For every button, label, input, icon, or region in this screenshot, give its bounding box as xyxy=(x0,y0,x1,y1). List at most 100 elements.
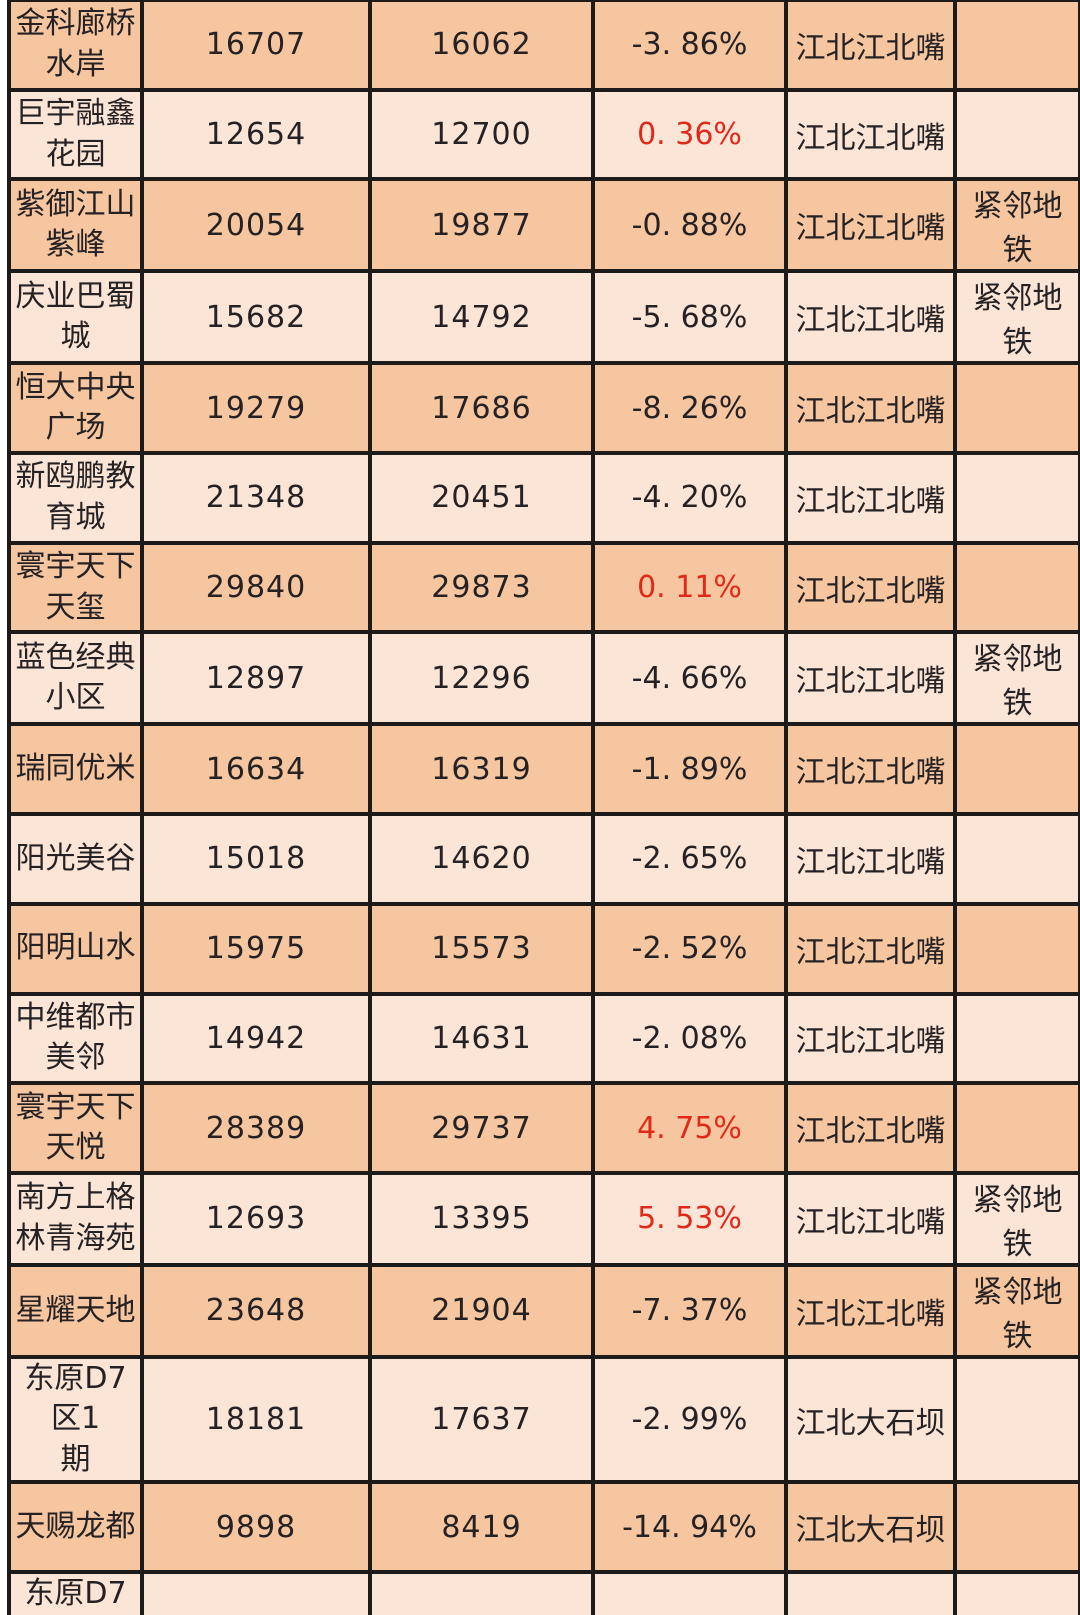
table-row: 新鸥鹏教 育城 21348 20451 -4. 20% 江北江北嘴 xyxy=(7,451,1080,545)
change-percent-cell: -2. 99% xyxy=(591,1354,788,1485)
listing-price-curr-cell: 15573 xyxy=(368,901,595,996)
listing-price-prev-cell: 20054 xyxy=(140,177,372,274)
change-percent-cell: -2. 08% xyxy=(591,991,788,1086)
listing-price-curr-cell: 19877 xyxy=(368,177,595,274)
change-percent-cell: -4. 20% xyxy=(591,451,788,545)
metro-note-cell xyxy=(953,991,1080,1086)
table-row: 星耀天地 23648 21904 -7. 37% 江北江北嘴 紧邻地铁 xyxy=(7,1262,1080,1359)
metro-note-cell: 紧邻地铁 xyxy=(953,177,1080,274)
change-percent-cell: -3. 86% xyxy=(591,0,788,92)
listing-price-curr-cell: 16319 xyxy=(368,722,595,817)
community-name-cell: 新鸥鹏教 育城 xyxy=(7,451,144,545)
metro-note-cell xyxy=(953,901,1080,996)
listing-price-curr-cell: 14620 xyxy=(368,812,595,906)
change-percent-cell: -2. 65% xyxy=(591,812,788,906)
listing-price-curr-cell: 16062 xyxy=(368,0,595,92)
listing-price-prev-cell: 21348 xyxy=(140,451,372,545)
listing-price-curr-cell: 8419 xyxy=(368,1480,595,1575)
district-cell: 江北江北嘴 xyxy=(784,1081,957,1175)
metro-note-cell xyxy=(953,1570,1080,1615)
district-cell: 江北江北嘴 xyxy=(784,901,957,996)
listing-price-curr-cell: 20451 xyxy=(368,451,595,545)
community-name-cell: 中维都市 美邻 xyxy=(7,991,144,1086)
price-table-body: 金科廊桥 水岸 16707 16062 -3. 86% 江北江北嘴 巨宇融鑫 花园 1265… xyxy=(7,0,1080,1615)
listing-price-curr-cell: 13395 xyxy=(368,1170,595,1267)
community-name-cell: 东原D7区4 期 xyxy=(7,1570,144,1615)
community-name-cell: 星耀天地 xyxy=(7,1262,144,1359)
metro-note-cell xyxy=(953,361,1080,456)
table-row: 巨宇融鑫 花园 12654 12700 0. 36% 江北江北嘴 xyxy=(7,87,1080,182)
metro-note-cell xyxy=(953,1480,1080,1575)
change-percent-cell: 0. 36% xyxy=(591,87,788,182)
community-name-cell: 恒大中央 广场 xyxy=(7,361,144,456)
metro-note-cell xyxy=(953,812,1080,906)
metro-note-cell xyxy=(953,1354,1080,1485)
metro-note-cell: 紧邻地铁 xyxy=(953,269,1080,366)
table-row: 阳光美谷 15018 14620 -2. 65% 江北江北嘴 xyxy=(7,812,1080,906)
table-row: 天赐龙都 9898 8419 -14. 94% 江北大石坝 xyxy=(7,1480,1080,1575)
listing-price-prev-cell: 16634 xyxy=(140,722,372,817)
change-percent-cell: -8. 26% xyxy=(591,361,788,456)
listing-price-prev-cell: 23648 xyxy=(140,1262,372,1359)
district-cell: 江北江北嘴 xyxy=(784,451,957,545)
change-percent-cell: -5. 68% xyxy=(591,269,788,366)
metro-note-cell: 紧邻地铁 xyxy=(953,1170,1080,1267)
district-cell: 江北江北嘴 xyxy=(784,87,957,182)
listing-price-curr-cell: 17686 xyxy=(368,361,595,456)
district-cell: 江北江北嘴 xyxy=(784,361,957,456)
listing-price-prev-cell: 28389 xyxy=(140,1081,372,1175)
community-name-cell: 阳明山水 xyxy=(7,901,144,996)
district-cell: 江北江北嘴 xyxy=(784,722,957,817)
listing-price-prev-cell: 9898 xyxy=(140,1480,372,1575)
district-cell: 江北江北嘴 xyxy=(784,177,957,274)
district-cell: 江北大石坝 xyxy=(784,1354,957,1485)
listing-price-prev-cell: 17613 xyxy=(140,1570,372,1615)
metro-note-cell xyxy=(953,1081,1080,1175)
metro-note-cell: 紧邻地铁 xyxy=(953,630,1080,727)
listing-price-prev-cell: 18181 xyxy=(140,1354,372,1485)
table-row: 金科廊桥 水岸 16707 16062 -3. 86% 江北江北嘴 xyxy=(7,0,1080,92)
change-percent-cell: 4. 75% xyxy=(591,1081,788,1175)
table-row: 瑞同优米 16634 16319 -1. 89% 江北江北嘴 xyxy=(7,722,1080,817)
listing-price-prev-cell: 15682 xyxy=(140,269,372,366)
table-row: 恒大中央 广场 19279 17686 -8. 26% 江北江北嘴 xyxy=(7,361,1080,456)
district-cell: 江北江北嘴 xyxy=(784,630,957,727)
community-name-cell: 瑞同优米 xyxy=(7,722,144,817)
community-name-cell: 寰宇天下 天悦 xyxy=(7,1081,144,1175)
table-row: 紫御江山 紫峰 20054 19877 -0. 88% 江北江北嘴 紧邻地铁 xyxy=(7,177,1080,274)
change-percent-cell: -1. 99% xyxy=(591,1570,788,1615)
listing-price-curr-cell: 14792 xyxy=(368,269,595,366)
listing-price-prev-cell: 12897 xyxy=(140,630,372,727)
change-percent-cell: -7. 37% xyxy=(591,1262,788,1359)
community-name-cell: 南方上格 林青海苑 xyxy=(7,1170,144,1267)
change-percent-cell: -14. 94% xyxy=(591,1480,788,1575)
table-row: 蓝色经典 小区 12897 12296 -4. 66% 江北江北嘴 紧邻地铁 xyxy=(7,630,1080,727)
table-row: 寰宇天下 天玺 29840 29873 0. 11% 江北江北嘴 xyxy=(7,540,1080,635)
district-cell: 江北江北嘴 xyxy=(784,991,957,1086)
table-row: 东原D7区4 期1761317262-1. 99%江北大石坝 xyxy=(7,1570,1080,1615)
table-row: 寰宇天下 天悦 28389 29737 4. 75% 江北江北嘴 xyxy=(7,1081,1080,1175)
community-name-cell: 紫御江山 紫峰 xyxy=(7,177,144,274)
community-name-cell: 寰宇天下 天玺 xyxy=(7,540,144,635)
community-name-cell: 阳光美谷 xyxy=(7,812,144,906)
change-percent-cell: -4. 66% xyxy=(591,630,788,727)
community-name-cell: 庆业巴蜀 城 xyxy=(7,269,144,366)
listing-price-curr-cell: 17637 xyxy=(368,1354,595,1485)
metro-note-cell: 紧邻地铁 xyxy=(953,1262,1080,1359)
listing-price-prev-cell: 16707 xyxy=(140,0,372,92)
community-name-cell: 蓝色经典 小区 xyxy=(7,630,144,727)
district-cell: 江北江北嘴 xyxy=(784,540,957,635)
table-row: 阳明山水 15975 15573 -2. 52% 江北江北嘴 xyxy=(7,901,1080,996)
table-row: 庆业巴蜀 城 15682 14792 -5. 68% 江北江北嘴 紧邻地铁 xyxy=(7,269,1080,366)
table-row: 南方上格 林青海苑 12693 13395 5. 53% 江北江北嘴 紧邻地铁 xyxy=(7,1170,1080,1267)
table-row: 中维都市 美邻 14942 14631 -2. 08% 江北江北嘴 xyxy=(7,991,1080,1086)
listing-price-curr-cell: 12700 xyxy=(368,87,595,182)
listing-price-prev-cell: 15018 xyxy=(140,812,372,906)
change-percent-cell: 5. 53% xyxy=(591,1170,788,1267)
listing-price-prev-cell: 14942 xyxy=(140,991,372,1086)
metro-note-cell xyxy=(953,87,1080,182)
change-percent-cell: -0. 88% xyxy=(591,177,788,274)
district-cell: 江北江北嘴 xyxy=(784,0,957,92)
listing-price-prev-cell: 12693 xyxy=(140,1170,372,1267)
